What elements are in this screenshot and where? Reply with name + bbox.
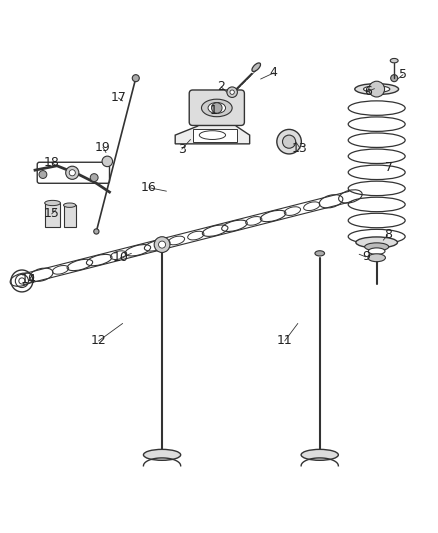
Circle shape (283, 135, 296, 148)
Ellipse shape (201, 99, 232, 117)
Ellipse shape (199, 131, 226, 140)
Text: 12: 12 (91, 335, 106, 348)
Ellipse shape (45, 200, 60, 206)
Circle shape (212, 103, 222, 113)
Ellipse shape (390, 59, 398, 63)
Circle shape (230, 90, 234, 94)
Ellipse shape (64, 203, 76, 207)
Text: 14: 14 (21, 273, 36, 286)
Text: 11: 11 (277, 335, 293, 348)
Circle shape (39, 171, 47, 179)
Ellipse shape (143, 449, 180, 461)
Bar (64, 205, 76, 227)
Text: 9: 9 (362, 251, 370, 263)
Text: 15: 15 (44, 207, 60, 221)
Text: 6: 6 (364, 85, 372, 98)
Circle shape (132, 75, 139, 82)
FancyBboxPatch shape (37, 162, 110, 183)
Circle shape (94, 229, 99, 234)
FancyBboxPatch shape (189, 90, 244, 125)
Circle shape (227, 87, 237, 98)
Text: 10: 10 (113, 251, 128, 264)
Ellipse shape (364, 243, 389, 251)
Text: 13: 13 (292, 142, 308, 155)
Text: 3: 3 (178, 143, 186, 156)
Ellipse shape (368, 254, 385, 262)
Bar (193, 128, 237, 142)
Ellipse shape (364, 86, 390, 92)
Text: 1: 1 (209, 103, 217, 117)
Text: 2: 2 (217, 80, 225, 93)
Text: 16: 16 (141, 181, 157, 194)
Circle shape (67, 167, 78, 177)
Circle shape (159, 241, 166, 248)
Ellipse shape (301, 449, 338, 461)
Circle shape (391, 75, 398, 82)
Circle shape (102, 156, 113, 167)
Polygon shape (175, 118, 250, 144)
Circle shape (90, 174, 98, 182)
Circle shape (369, 81, 385, 97)
Text: 8: 8 (384, 229, 392, 241)
Text: 19: 19 (95, 141, 111, 154)
Ellipse shape (356, 237, 398, 248)
Text: 4: 4 (270, 67, 278, 79)
Circle shape (277, 130, 301, 154)
Circle shape (66, 166, 79, 179)
Ellipse shape (315, 251, 325, 256)
Text: 18: 18 (44, 156, 60, 169)
Ellipse shape (208, 102, 226, 114)
Text: 5: 5 (399, 68, 407, 81)
Circle shape (154, 237, 170, 253)
Circle shape (69, 169, 75, 176)
Text: 7: 7 (385, 161, 393, 174)
Ellipse shape (355, 84, 399, 94)
Text: 17: 17 (110, 91, 126, 104)
Bar (45, 203, 60, 227)
Ellipse shape (252, 63, 261, 71)
Ellipse shape (368, 248, 385, 254)
